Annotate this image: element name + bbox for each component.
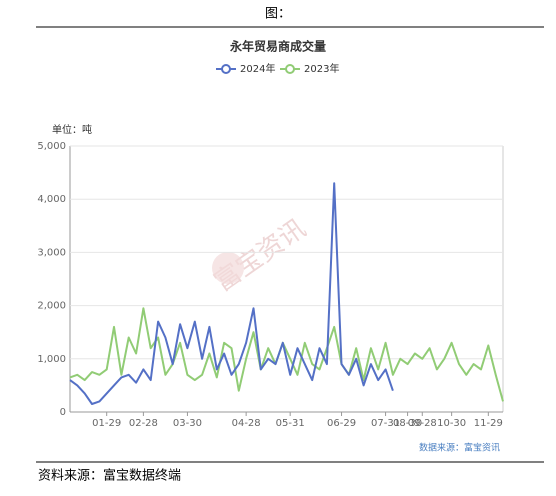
x-tick-label: 10-30	[437, 418, 466, 429]
x-tick-label: 04-28	[232, 418, 261, 429]
source: 数据来源：富宝资讯	[419, 442, 500, 454]
y-tick-label: 4,000	[37, 194, 66, 205]
y-tick-label: 3,000	[37, 247, 66, 258]
legend-label: 2024年	[240, 62, 275, 75]
legend-label: 2023年	[304, 62, 339, 75]
x-tick-label: 07-31	[371, 418, 400, 429]
x-tick-label: 01-29	[92, 418, 121, 429]
y-tick-label: 2,000	[37, 301, 66, 312]
legend-marker	[285, 64, 295, 74]
y-tick-label: 0	[60, 407, 66, 418]
x-tick-label: 02-28	[129, 418, 158, 429]
legend-marker	[221, 64, 231, 74]
x-tick-label: 09-28	[408, 418, 437, 429]
watermark-logo	[212, 252, 244, 284]
x-tick-label: 11-29	[474, 418, 503, 429]
series-line	[69, 307, 504, 402]
footer: 资料来源：富宝数据终端	[38, 468, 181, 484]
y-tick-label: 5,000	[37, 141, 66, 152]
legend: 2024年 2023年	[216, 62, 339, 75]
x-tick-label: 06-29	[327, 418, 356, 429]
x-tick-label: 05-31	[276, 418, 305, 429]
header: 图：	[265, 7, 291, 22]
x-tick-label: 03-30	[173, 418, 202, 429]
series-line	[69, 182, 394, 405]
chart-title: 永年贸易商成交量	[229, 39, 326, 54]
y-tick-label: 1,000	[37, 354, 66, 365]
x-tick-label: 08-30	[393, 418, 422, 429]
unit-label: 单位：吨	[52, 123, 92, 136]
